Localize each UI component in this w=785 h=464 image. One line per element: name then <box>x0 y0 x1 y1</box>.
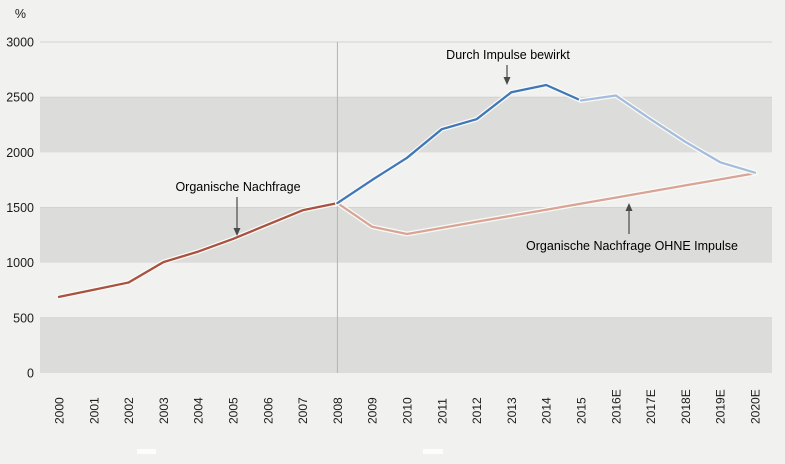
y-tick-label: 500 <box>13 311 34 325</box>
x-tick-label: 2010 <box>401 397 415 424</box>
series-line <box>336 83 583 205</box>
y-tick-label: 1500 <box>6 201 34 215</box>
x-tick-label: 2005 <box>227 397 241 424</box>
x-tick-label: 2020E <box>749 389 763 424</box>
annotation-arrow-head <box>625 203 633 211</box>
x-tick-label: 2009 <box>366 397 380 424</box>
x-tick-label: 2008 <box>331 397 345 424</box>
x-tick-label: 2014 <box>540 397 554 424</box>
page-artifact-dash <box>423 449 443 454</box>
y-tick-label: 2000 <box>6 146 34 160</box>
plot-band <box>40 317 772 373</box>
x-tick-label: 2001 <box>87 397 101 424</box>
x-tick-label: 2017E <box>644 389 658 424</box>
y-tick-label: 3000 <box>6 36 34 50</box>
x-tick-label: 2006 <box>261 397 275 424</box>
x-tick-label: 2011 <box>435 398 449 424</box>
x-tick-label: 2007 <box>296 397 310 424</box>
page-artifact-dash <box>137 449 156 454</box>
x-tick-label: 2004 <box>192 397 206 424</box>
x-tick-label: 2013 <box>505 397 519 424</box>
plot-band <box>40 97 772 153</box>
series-line <box>57 201 339 299</box>
x-tick-label: 2003 <box>157 397 171 424</box>
annotation-durch-impulse-bewirkt: Durch Impulse bewirkt <box>446 48 570 62</box>
series-line <box>336 172 757 236</box>
annotation-arrow-head <box>503 77 511 85</box>
x-tick-label: 2012 <box>470 397 484 424</box>
x-tick-label: 2002 <box>122 397 136 424</box>
x-tick-label: 2015 <box>575 397 589 424</box>
annotation-organische-nachfrage: Organische Nachfrage <box>175 180 301 194</box>
y-tick-label: 1000 <box>6 256 34 270</box>
x-tick-label: 2018E <box>679 389 693 424</box>
y-axis-unit-label: % <box>14 7 26 21</box>
x-tick-label: 2019E <box>714 389 728 424</box>
annotation-organische-nachfrage-ohne-impulse: Organische Nachfrage OHNE Impulse <box>526 239 738 253</box>
annotation-arrow-head <box>233 228 241 236</box>
x-tick-label: 2000 <box>53 397 67 424</box>
y-tick-label: 0 <box>27 367 34 381</box>
x-tick-label: 2016E <box>609 389 623 424</box>
y-tick-label: 2500 <box>6 91 34 105</box>
series-line <box>579 94 757 174</box>
